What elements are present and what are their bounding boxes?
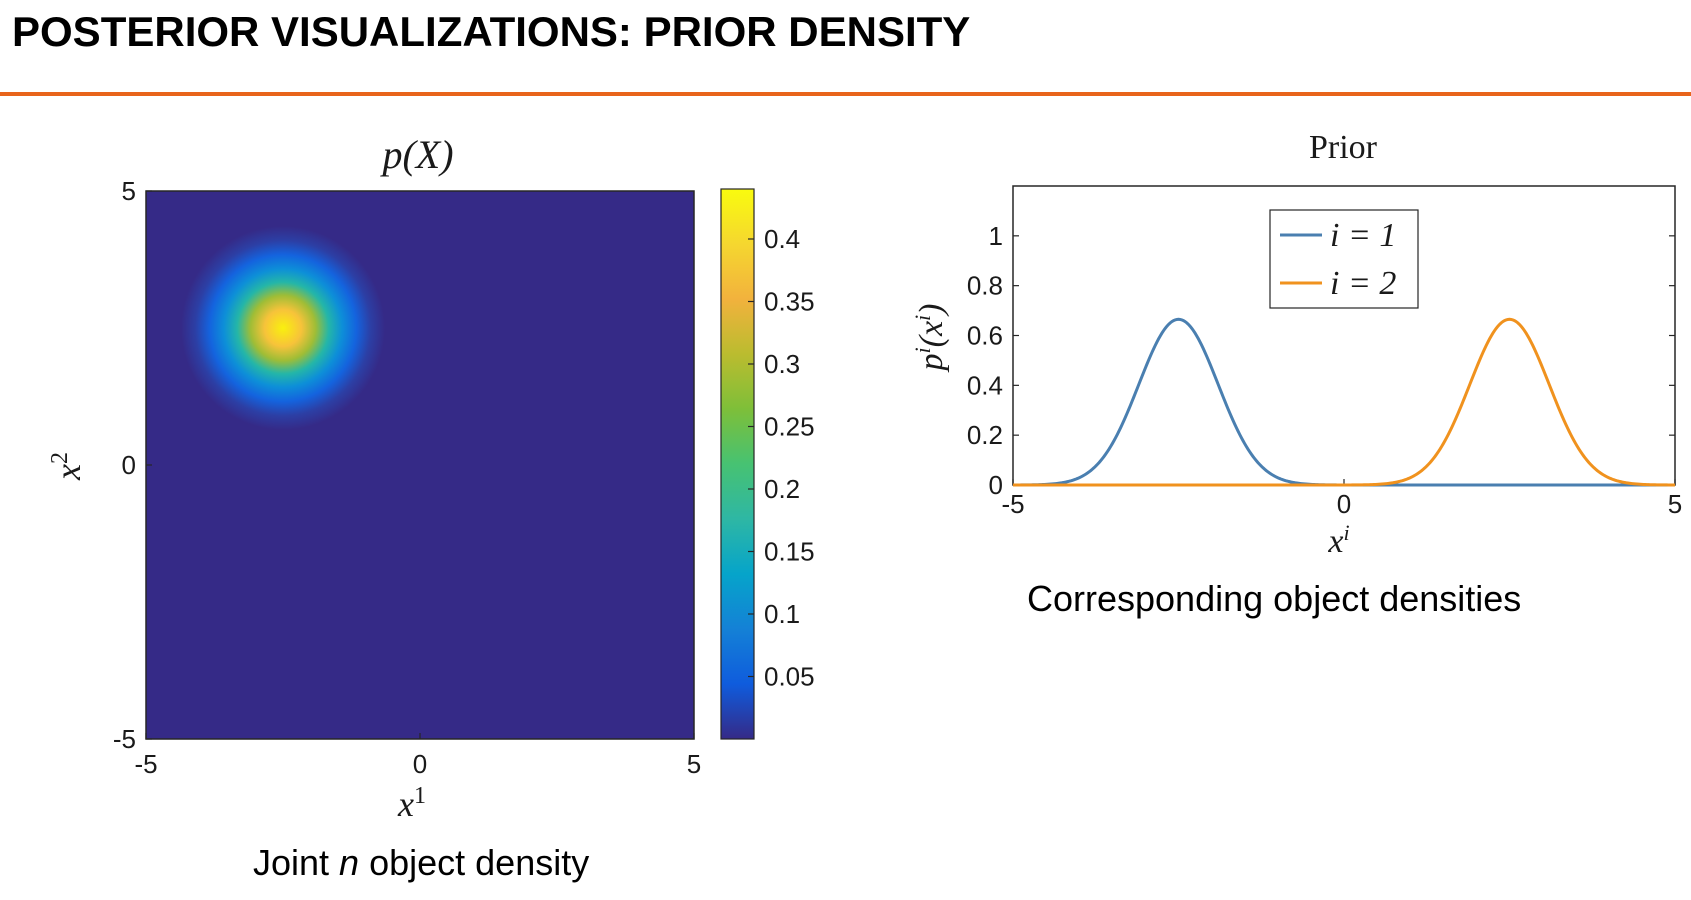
- heatmap-ylabel: x2: [47, 452, 88, 481]
- heatmap-y-ticks: 5 0 -5: [113, 176, 152, 754]
- colorbar-ticks: 0.05 0.1 0.15 0.2 0.25 0.3 0.35 0.4: [748, 224, 815, 692]
- heatmap-x-tick-label: 0: [413, 749, 427, 779]
- line-x-ticks: -5 0 5: [1001, 479, 1682, 519]
- line-x-tick-label: 0: [1337, 489, 1351, 519]
- line-chart: Prior -5 0 5 00.20.40.60.81 i = 1 i = 2 xi…: [910, 129, 1683, 560]
- legend-box: [1269, 209, 1419, 309]
- heatmap-x-tick-label: 5: [687, 749, 701, 779]
- colorbar-tick-label: 0.3: [764, 349, 800, 379]
- heatmap-x-ticks: -5 0 5: [134, 733, 701, 779]
- density-peak: [181, 226, 385, 430]
- line-chart-caption: Corresponding object densities: [1027, 578, 1522, 619]
- line-y-tick-label: 0: [989, 470, 1003, 500]
- line-y-tick-label: 0.8: [967, 271, 1003, 301]
- colorbar-tick-label: 0.2: [764, 474, 800, 504]
- colorbar-tick-label: 0.35: [764, 287, 815, 317]
- colorbar-tick-label: 0.25: [764, 412, 815, 442]
- line-y-tick-label: 0.2: [967, 420, 1003, 450]
- title-underline: [0, 92, 1691, 96]
- line-ylabel: pi(xi): [910, 304, 951, 373]
- line-y-ticks: 0 0.2 0.4 0.6 0.8 1: [967, 221, 1675, 500]
- colorbar-tick-label: 0.4: [764, 224, 800, 254]
- colorbar: 0.05 0.1 0.15 0.2 0.25 0.3 0.35 0.4: [720, 188, 815, 740]
- heatmap-caption: Joint n object density: [253, 842, 590, 883]
- heatmap-xlabel: x1: [397, 783, 426, 824]
- line-y-tick-label: 0.4: [967, 370, 1003, 400]
- series-line-i2: [1013, 317, 1675, 487]
- heatmap-title: p(X): [379, 132, 453, 177]
- colorbar-tick-label: 0.05: [764, 662, 815, 692]
- heatmap-y-tick-label: 5: [122, 176, 136, 206]
- line-chart-title: Prior: [1309, 129, 1378, 166]
- legend: i = 1 i = 2: [1269, 209, 1419, 309]
- colorbar-tick-label: 0.1: [764, 599, 800, 629]
- legend-label-i2: i = 2: [1330, 265, 1396, 302]
- legend-label-i1: i = 1: [1330, 217, 1396, 254]
- slide-title: POSTERIOR VISUALIZATIONS: PRIOR DENSITY: [12, 8, 971, 55]
- colorbar-fill: [720, 188, 755, 740]
- colorbar-tick-label: 0.15: [764, 537, 815, 567]
- line-x-tick-label: 5: [1668, 489, 1682, 519]
- line-y-tick-label: 0.6: [967, 321, 1003, 351]
- line-y-tick-label: 1: [989, 221, 1003, 251]
- heatmap-y-tick-label: -5: [113, 724, 136, 754]
- heatmap-y-tick-label: 0: [122, 450, 136, 480]
- line-x-tick-label: -5: [1001, 489, 1024, 519]
- heatmap-chart: p(X) -5 0 5 5 0 -5 x1 x2: [47, 132, 701, 824]
- heatmap-x-tick-label: -5: [134, 749, 157, 779]
- line-xlabel: xi: [1327, 520, 1349, 561]
